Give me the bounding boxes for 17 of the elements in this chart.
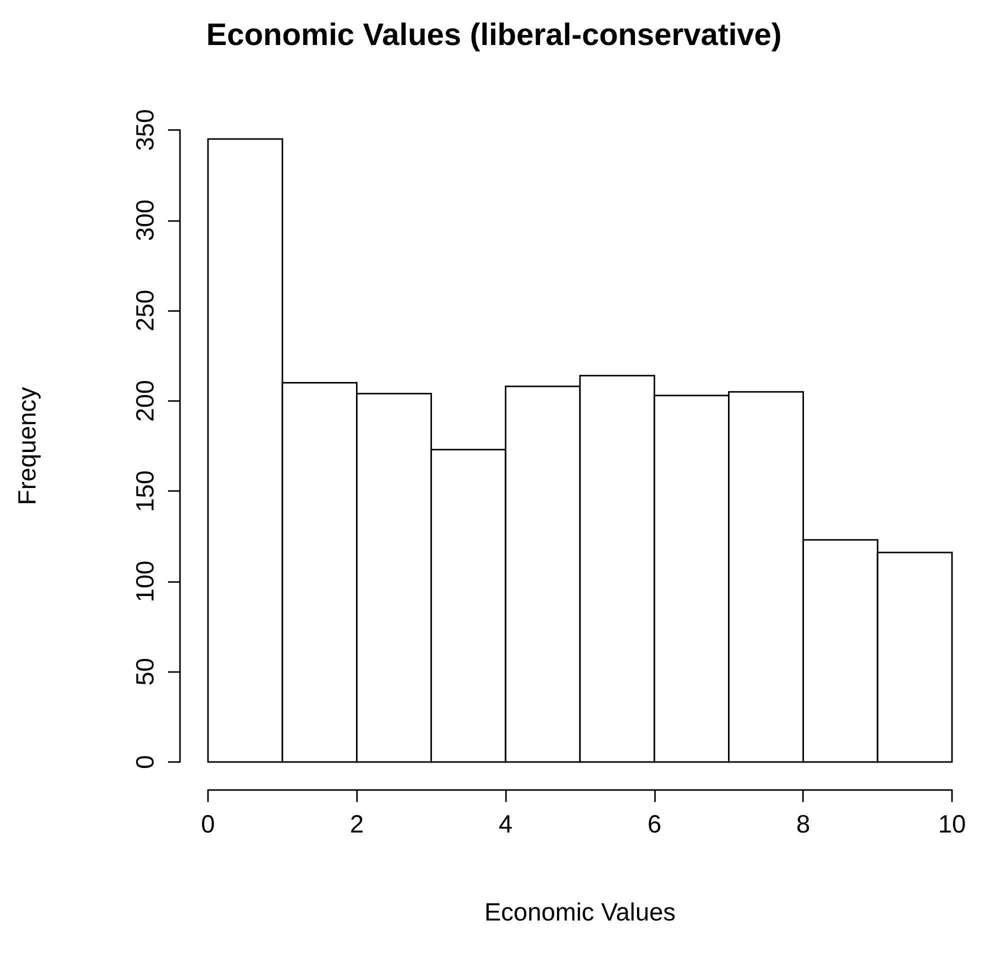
- y-tick-label: 0: [132, 755, 160, 769]
- x-axis-title: Economic Values: [484, 898, 676, 926]
- x-tick-label: 10: [938, 810, 966, 838]
- y-tick-label: 50: [132, 658, 160, 686]
- y-tick-label: 200: [132, 380, 160, 422]
- y-tick-label: 150: [132, 470, 160, 512]
- y-axis-title: Frequency: [14, 386, 42, 506]
- y-tick-label: 300: [132, 199, 160, 242]
- y-tick-label: 100: [132, 560, 160, 602]
- y-tick-label: 250: [132, 290, 160, 332]
- x-tick-label: 8: [796, 810, 810, 838]
- x-tick-label: 2: [350, 810, 364, 838]
- y-tick-label: 350: [132, 109, 160, 151]
- x-tick-label: 6: [647, 810, 662, 838]
- chart-title: Economic Values (liberal-conservative): [206, 17, 782, 52]
- x-tick-label: 0: [201, 810, 215, 838]
- x-tick-label: 4: [498, 810, 513, 838]
